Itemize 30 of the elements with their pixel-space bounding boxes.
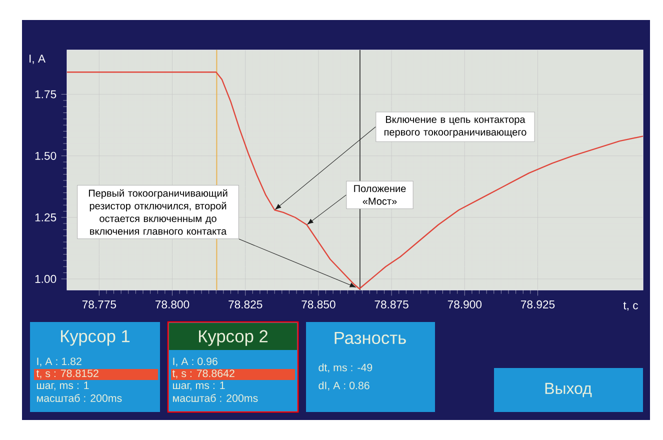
text: I, A : 0.96 — [173, 358, 218, 366]
y-tick-label: 1.50 — [35, 152, 56, 160]
text: масштаб : 200ms — [37, 394, 122, 402]
annotation: Положение «Мост» — [354, 185, 406, 205]
x-tick-label: 78.900 — [448, 300, 482, 308]
x-tick-label: 78.925 — [521, 300, 555, 308]
y-axis-title: I, A — [30, 54, 46, 64]
text: t, s : 78.8152 — [36, 370, 98, 378]
text: Курсор 1 — [61, 330, 130, 346]
text: dt, ms : -49 — [318, 363, 372, 373]
text: шаг, ms : 1 — [37, 382, 89, 390]
x-axis-title: t, c — [623, 302, 638, 311]
x-tick-label: 78.800 — [156, 300, 190, 308]
text: масштаб : 200ms — [173, 394, 258, 402]
y-tick-label: 1.25 — [35, 213, 56, 222]
annotation: Первый токоограничивающий резистор отключился, второй остается включенным до включения главного контакта — [88, 189, 228, 235]
text: t, s : 78.8642 — [172, 370, 234, 378]
x-tick-label: 78.875 — [374, 300, 408, 308]
y-tick-label: 1.00 — [35, 274, 56, 283]
x-tick-label: 78.775 — [82, 300, 116, 308]
text: Выход — [545, 382, 592, 398]
text: Разность — [334, 332, 406, 344]
text: Курсор 2 — [199, 330, 268, 346]
x-tick-label: 78.850 — [302, 300, 336, 308]
text: I, A : 1.82 — [37, 358, 82, 366]
x-tick-label: 78.825 — [228, 300, 262, 308]
text: dI, A : 0.86 — [318, 381, 370, 391]
y-tick-label: 1.75 — [35, 90, 56, 98]
annotation: Включение в цепь контактора первого токоограничивающего — [384, 116, 526, 138]
text: шаг, ms : 1 — [173, 382, 225, 390]
